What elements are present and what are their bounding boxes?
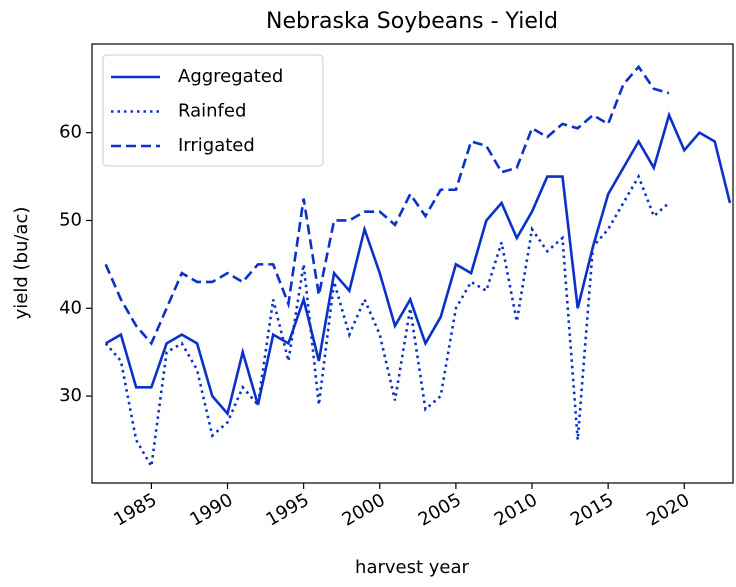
line-series <box>105 111 732 417</box>
x-axis-label: harvest year <box>355 557 469 578</box>
line-series <box>104 173 670 471</box>
line-series <box>104 64 670 346</box>
chart-title: Nebraska Soybeans - Yield <box>266 9 558 34</box>
y-tick-label: 40 <box>59 297 82 318</box>
plot-frame <box>91 43 734 484</box>
y-tick-label: 60 <box>59 122 82 143</box>
legend-box <box>102 54 324 167</box>
x-tick-label: 2020 <box>643 489 693 530</box>
legend-label: Rainfed <box>178 101 246 122</box>
y-axis-label: yield (bu/ac) <box>11 207 32 320</box>
x-tick-label: 2010 <box>491 489 541 530</box>
x-tick-label: 2000 <box>339 489 389 530</box>
x-tick-label: 1985 <box>110 489 160 530</box>
x-tick-label: 1990 <box>186 489 236 530</box>
x-tick-label: 1995 <box>262 489 312 530</box>
y-tick-label: 30 <box>59 385 82 406</box>
y-tick-label: 50 <box>59 209 82 230</box>
legend-label: Irrigated <box>178 135 255 156</box>
x-tick-label: 2015 <box>567 489 617 530</box>
legend-label: Aggregated <box>178 66 283 87</box>
x-tick-label: 2005 <box>415 489 465 530</box>
